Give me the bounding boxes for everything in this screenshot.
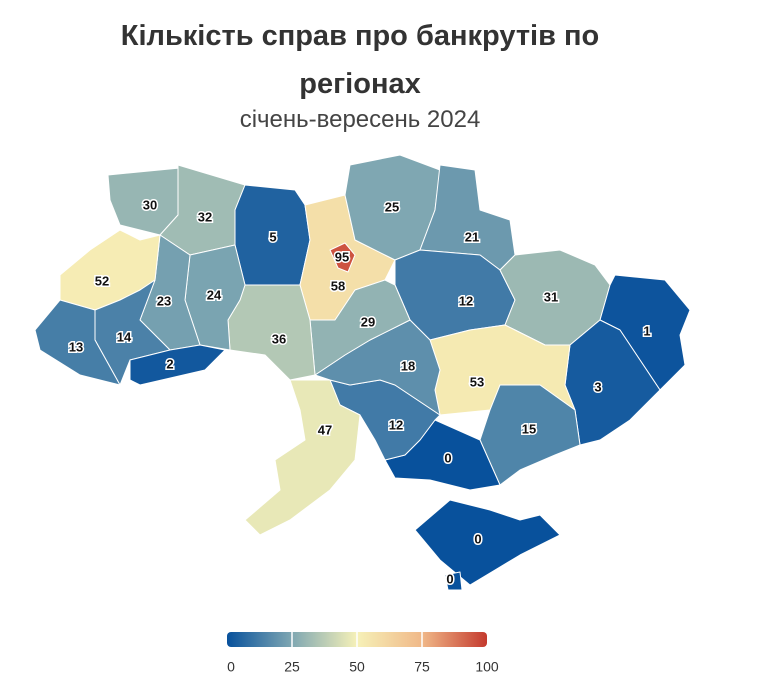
region-value-label: 52 — [95, 273, 109, 288]
region-value-label: 53 — [470, 374, 484, 389]
color-bar-tick-label: 75 — [414, 659, 430, 675]
region-value-label: 36 — [272, 331, 286, 346]
region — [444, 571, 463, 591]
region — [34, 299, 121, 386]
region-value-label: 24 — [207, 287, 222, 302]
region-value-label: 12 — [459, 293, 473, 308]
region-value-label: 58 — [331, 278, 345, 293]
region-value-label: 21 — [465, 229, 479, 244]
region — [309, 279, 411, 376]
region-value-label: 32 — [198, 209, 212, 224]
region-value-label: 23 — [157, 293, 171, 308]
region-value-label: 2 — [166, 356, 173, 371]
region — [479, 384, 581, 486]
region-value-label: 95 — [335, 249, 349, 264]
region — [329, 242, 356, 273]
region — [414, 499, 561, 586]
region — [129, 344, 226, 386]
region-value-label: 1 — [643, 323, 650, 338]
region-value-label: 15 — [522, 421, 536, 436]
region — [244, 379, 361, 536]
color-bar-tick-label: 25 — [284, 659, 300, 675]
color-bar-tick-label: 50 — [349, 659, 365, 675]
region-value-label: 31 — [544, 289, 558, 304]
region-value-label: 25 — [385, 199, 399, 214]
region-value-label: 0 — [446, 571, 453, 586]
region-value-label: 3 — [594, 379, 601, 394]
region-value-label: 18 — [401, 358, 415, 373]
region-value-label: 12 — [389, 417, 403, 432]
region-value-label: 14 — [117, 329, 132, 344]
region-value-label: 13 — [69, 339, 83, 354]
map-subtitle: січень-вересень 2024 — [239, 106, 481, 133]
region-value-label: 30 — [143, 197, 157, 212]
color-bar-tick-label: 100 — [475, 659, 499, 675]
map-title: Кількість справ про банкрутів по регіона… — [120, 20, 600, 100]
region-value-label: 0 — [444, 450, 451, 465]
region-value-label: 47 — [318, 422, 332, 437]
region-value-label: 29 — [361, 314, 375, 329]
region-value-label: 0 — [474, 531, 481, 546]
region-value-label: 5 — [269, 229, 276, 244]
color-bar-tick-label: 0 — [227, 659, 235, 675]
